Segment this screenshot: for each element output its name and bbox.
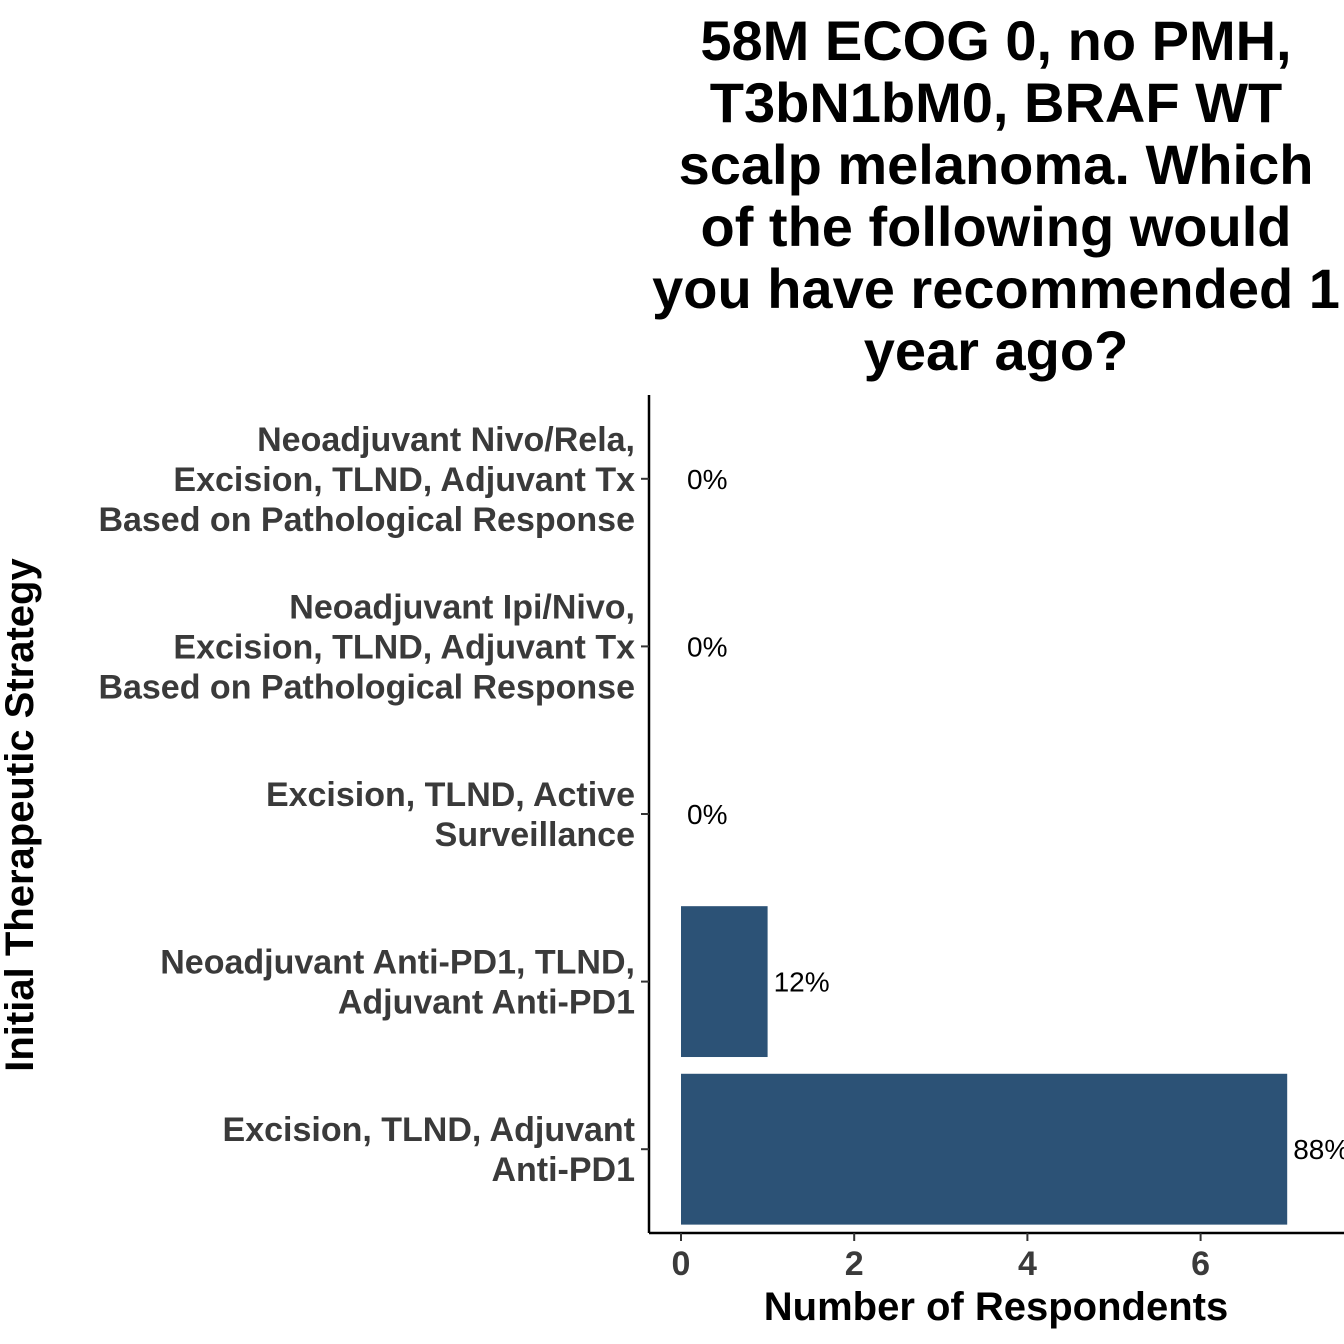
y-axis: Neoadjuvant Nivo/Rela,Excision, TLND, Ad…	[98, 395, 651, 1233]
bars-group	[681, 906, 1288, 1225]
chart-title-line: year ago?	[864, 319, 1129, 382]
data-labels-group: 0% 0% 0% 12% 88%	[687, 464, 1344, 1165]
y-category-label-line: Neoadjuvant Nivo/Rela,	[257, 421, 635, 459]
y-category-label-line: Neoadjuvant Anti-PD1, TLND,	[160, 944, 635, 982]
bar	[681, 906, 768, 1058]
x-axis: 0 2 4 6	[649, 1231, 1344, 1283]
x-tick-label: 6	[1191, 1245, 1210, 1283]
y-category-label-line: Excision, TLND, Adjuvant Tx	[173, 461, 635, 499]
bar-data-label: 88%	[1293, 1134, 1344, 1165]
bar-data-label: 0%	[687, 799, 727, 830]
chart-title-line: of the following would	[701, 195, 1292, 258]
bar-data-label: 0%	[687, 464, 727, 495]
y-category-label-line: Excision, TLND, Active	[266, 776, 635, 814]
y-category-label-line: Neoadjuvant Ipi/Nivo,	[289, 588, 635, 626]
y-category-label-line: Adjuvant Anti-PD1	[338, 984, 635, 1022]
y-category-label: Neoadjuvant Nivo/Rela,Excision, TLND, Ad…	[98, 421, 635, 539]
y-category-label: Neoadjuvant Ipi/Nivo,Excision, TLND, Adj…	[98, 588, 635, 706]
y-category-label: Neoadjuvant Anti-PD1, TLND,Adjuvant Anti…	[160, 944, 635, 1022]
y-category-label-line: Surveillance	[435, 816, 635, 854]
chart-title: 58M ECOG 0, no PMH,T3bN1bM0, BRAF WTscal…	[652, 9, 1340, 382]
y-axis-title: Initial Therapeutic Strategy	[0, 558, 42, 1072]
y-category-label-line: Anti-PD1	[491, 1151, 635, 1189]
chart-title-line: T3bN1bM0, BRAF WT	[710, 71, 1282, 134]
bar-data-label: 12%	[774, 967, 830, 998]
y-category-label-line: Excision, TLND, Adjuvant Tx	[173, 628, 635, 666]
y-category-label-line: Based on Pathological Response	[98, 668, 635, 706]
chart-title-line: 58M ECOG 0, no PMH,	[700, 9, 1291, 72]
x-tick-label: 2	[845, 1245, 864, 1283]
y-category-label-line: Based on Pathological Response	[98, 501, 635, 539]
x-tick-label: 4	[1018, 1245, 1037, 1283]
bar-data-label: 0%	[687, 631, 727, 662]
bar	[681, 1073, 1288, 1225]
chart-title-line: scalp melanoma. Which	[679, 133, 1314, 196]
y-category-label-line: Excision, TLND, Adjuvant	[223, 1111, 635, 1149]
x-axis-title: Number of Respondents	[764, 1285, 1228, 1329]
x-tick-label: 0	[672, 1245, 691, 1283]
chart-title-line: you have recommended 1	[652, 257, 1340, 320]
